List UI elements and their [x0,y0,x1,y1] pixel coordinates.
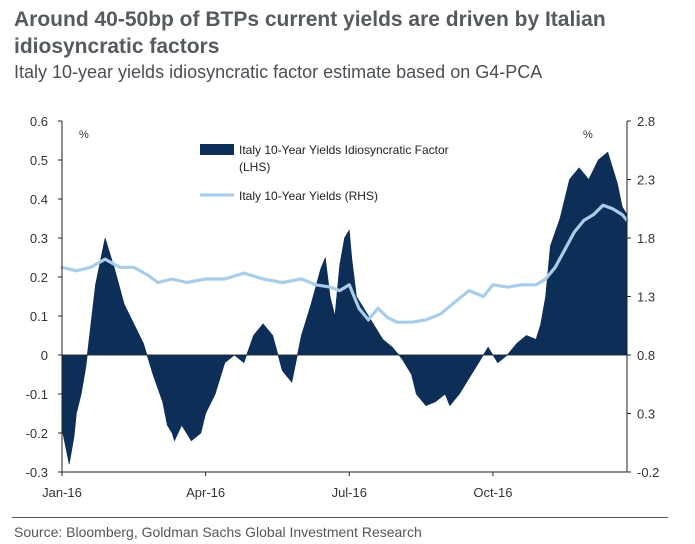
legend-label-line2: (LHS) [239,160,270,174]
chart-subtitle: Italy 10-year yields idiosyncratic facto… [14,62,543,82]
factor-area-series [61,151,628,465]
x-tick-label: Jul-16 [332,485,367,500]
right-tick-label: 1.3 [637,290,655,305]
left-unit-label: % [79,129,89,141]
legend-label: Italy 10-Year Yields (RHS) [239,189,378,203]
legend-label: Italy 10-Year Yields Idiosyncratic Facto… [239,143,449,157]
x-tick-label: Apr-16 [186,485,225,500]
right-unit-label: % [583,129,593,141]
chart-title: Around 40-50bp of BTPs current yields ar… [14,8,606,58]
left-tick-label: 0.5 [30,153,48,168]
right-tick-label: 2.8 [637,114,655,129]
right-tick-label: 0.3 [637,407,655,422]
left-tick-label: -0.3 [26,465,48,480]
legend: Italy 10-Year Yields Idiosyncratic Facto… [200,143,449,203]
x-tick-label: Jan-16 [42,485,82,500]
left-tick-label: 0.2 [30,270,48,285]
right-tick-label: 0.8 [637,348,655,363]
left-tick-label: 0.3 [30,231,48,246]
source-note: Source: Bloomberg, Goldman Sachs Global … [14,524,422,540]
source-divider [12,517,668,518]
axis-layer: 0.6 0.5 0.4 0.3 0.2 0.1 0 -0.1 -0.2 -0.3 2.8 2.3 1.8… [26,114,660,500]
plot-layer [60,151,629,465]
left-tick-label: -0.1 [26,387,48,402]
right-tick-label: 2.3 [637,173,655,188]
right-tick-label: 1.8 [637,231,655,246]
right-tick-label: -0.2 [637,465,659,480]
left-tick-label: 0.4 [30,192,48,207]
left-tick-label: -0.2 [26,426,48,441]
x-tick-label: Oct-16 [473,485,512,500]
left-tick-label: 0.6 [30,114,48,129]
legend-swatch-factor [200,144,234,155]
left-tick-label: 0 [41,348,48,363]
left-tick-label: 0.1 [30,309,48,324]
yield-line-series [60,203,629,324]
